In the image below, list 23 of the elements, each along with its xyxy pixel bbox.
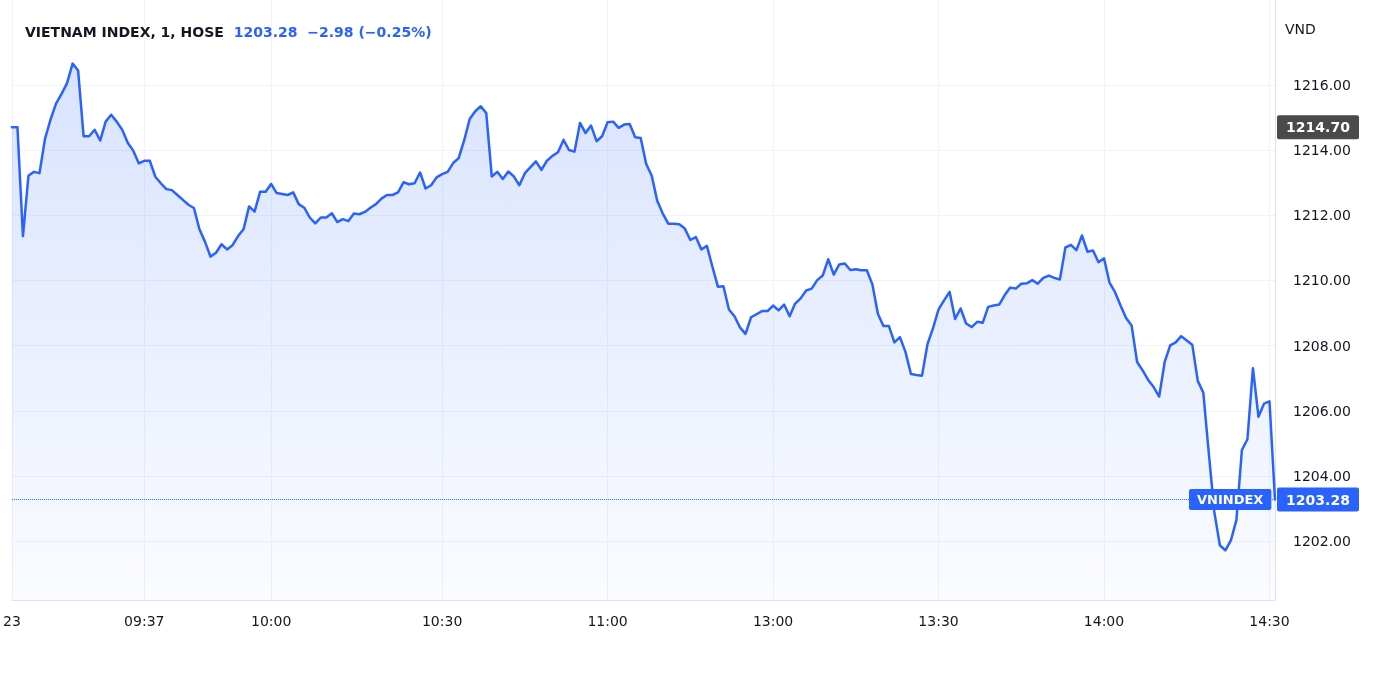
y-tick-label: 1208.00 [1293,337,1351,354]
x-tick-label: 13:30 [918,613,959,629]
y-tick-label: 1210.00 [1293,272,1351,289]
x-tick-label: 10:30 [421,613,463,629]
y-tick-label: 1212.00 [1293,207,1351,224]
ref-line-label: VNINDEX [1197,492,1264,508]
text: VIETNAM INDEX, 1, HOSE [25,24,224,40]
y-axis-title: VND [1285,21,1316,37]
x-tick-label: 23 [2,613,21,629]
text: 1214.70 [1286,119,1351,136]
x-tick-label: 11:00 [587,613,628,629]
y-tick-label: 1204.00 [1293,468,1351,485]
x-tick-label: 13:00 [752,613,794,629]
text: 1203.28 −2.98 (−0.25%) [233,24,432,40]
x-tick-label: 09:37 [124,613,165,629]
y-tick-label: 1216.00 [1293,76,1351,93]
x-tick-label: 10:00 [250,613,292,629]
y-tick-label: 1202.00 [1293,533,1351,550]
x-tick-label: 14:00 [1083,613,1125,629]
x-tick-label: 14:30 [1249,613,1290,629]
y-tick-label: 1206.00 [1293,402,1351,419]
y-tick-label: 1214.00 [1293,142,1351,158]
text: 1203.28 [1286,491,1350,508]
